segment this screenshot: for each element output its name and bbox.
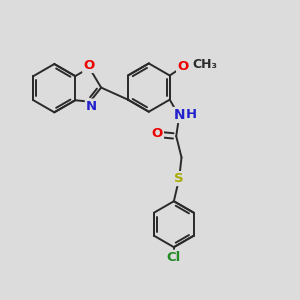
Text: O: O	[177, 60, 188, 73]
Text: O: O	[83, 59, 94, 72]
Text: H: H	[185, 109, 197, 122]
Text: S: S	[174, 172, 184, 185]
Text: CH₃: CH₃	[192, 58, 218, 71]
Text: O: O	[152, 127, 163, 140]
Text: N: N	[86, 100, 97, 112]
Text: Cl: Cl	[167, 251, 181, 264]
Text: N: N	[173, 108, 185, 122]
